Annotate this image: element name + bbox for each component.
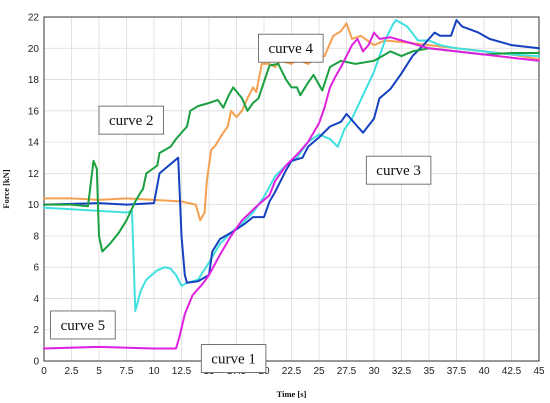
callout-curve-4: curve 4 [258,33,324,63]
callout-label: curve 5 [61,318,106,334]
x-tick-label: 42.5 [502,366,522,377]
callout-curve-5: curve 5 [50,310,116,340]
y-tick-label: 6 [33,263,39,274]
y-tick-label: 2 [33,325,39,336]
x-axis-title: Time [s] [277,389,307,399]
y-tick-label: 20 [28,44,40,55]
x-tick-label: 25 [313,366,325,377]
series-line-curve-4 [43,22,540,222]
grid [43,16,540,362]
x-tick-label: 40 [478,366,490,377]
y-tick-label: 12 [28,169,40,180]
series-lines [43,19,540,350]
y-tick-label: 22 [28,13,40,24]
x-tick-label: 0 [41,366,47,377]
x-tick-label: 32.5 [392,366,412,377]
y-tick-label: 14 [28,138,40,149]
x-tick-label: 12.5 [172,366,192,377]
x-tick-label: 10 [148,366,160,377]
y-axis-ticks: 0 2 4 6 8 10 12 14 16 18 20 22 [28,13,40,368]
callout-label: curve 1 [211,352,256,368]
series-line-curve-5 [43,19,540,312]
series-line-curve-2 [43,47,540,253]
callout-curve-2: curve 2 [98,105,164,135]
callout-curve-3: curve 3 [365,155,432,185]
series-line-curve-1 [43,31,540,350]
y-tick-label: 0 [33,357,39,368]
y-tick-label: 8 [33,231,39,242]
x-tick-label: 45 [533,366,545,377]
x-tick-label: 27.5 [337,366,357,377]
x-tick-label: 37.5 [447,366,467,377]
x-tick-label: 22.5 [282,366,302,377]
y-tick-label: 4 [33,294,39,305]
callout-label: curve 4 [269,41,314,57]
x-axis-ticks: 02.557.51012.51517.52022.52527.53032.535… [41,366,545,377]
x-tick-label: 7.5 [120,366,134,377]
y-tick-label: 18 [28,75,40,86]
callout-box [200,344,267,373]
callout-box [365,155,432,185]
x-tick-label: 5 [96,366,102,377]
callout-box [98,105,164,135]
callout-curve-1: curve 1 [200,344,267,373]
curve-callouts: curve 4 curve 2 curve 3 curve 5 curve 1 [50,33,432,373]
plot-area [43,16,540,362]
callout-label: curve 3 [376,163,421,179]
x-tick-label: 30 [368,366,380,377]
y-axis-title: Force [kN] [1,169,11,208]
y-tick-label: 10 [28,200,40,211]
callout-box [50,310,116,340]
x-tick-label: 2.5 [65,366,79,377]
series-line-curve-3 [43,19,540,284]
callout-box [258,33,324,63]
x-tick-label: 35 [423,366,435,377]
y-tick-label: 16 [28,106,40,117]
callout-label: curve 2 [109,113,154,129]
